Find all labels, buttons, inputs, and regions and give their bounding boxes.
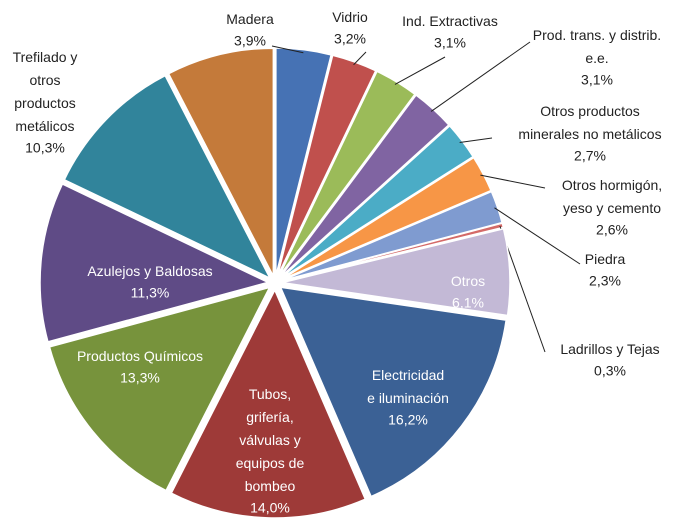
- slice-label: Otros: [451, 273, 485, 289]
- leader-line: [430, 41, 531, 112]
- pie-slice: [280, 156, 492, 281]
- value-label: 3,9%: [234, 33, 266, 49]
- leader-line: [353, 51, 367, 66]
- leader-line: [459, 137, 493, 144]
- pie-slice: [167, 47, 275, 277]
- value-label: 3,1%: [434, 35, 466, 51]
- slice-label: Otros productos minerales no metálicos: [518, 103, 661, 142]
- value-label: 6,1%: [452, 295, 484, 311]
- value-label: 14,0%: [250, 500, 290, 516]
- pie-slice: [276, 54, 377, 277]
- pie-slice: [280, 124, 475, 280]
- slice-label: Prod. trans. y distrib. e.e.: [533, 27, 661, 66]
- slice-label: Tubos, grifería, válvulas y equipos de bombe…: [236, 386, 305, 494]
- slice-label: Ladrillos y Tejas: [560, 341, 659, 357]
- slice-label: Trefilado y otros productos metálicos: [13, 49, 78, 134]
- pie-slice: [281, 222, 505, 283]
- slice-label: Electricidad e iluminación: [367, 367, 449, 406]
- pie-slice: [48, 286, 272, 492]
- value-label: 2,3%: [589, 273, 621, 289]
- leader-line: [271, 45, 304, 54]
- slice-label: Otros hormigón, yeso y cemento: [562, 177, 662, 216]
- value-label: 2,7%: [574, 148, 606, 164]
- value-label: 0,3%: [594, 363, 626, 379]
- value-label: 16,2%: [388, 412, 428, 428]
- leader-line: [494, 207, 581, 265]
- leader-line: [480, 174, 546, 189]
- leader-line: [394, 56, 446, 85]
- pie-slice: [63, 74, 272, 280]
- pie-slice: [39, 182, 271, 343]
- value-label: 11,3%: [131, 285, 170, 301]
- value-label: 3,1%: [581, 72, 613, 88]
- pie-slice: [170, 288, 367, 519]
- pie-slice: [277, 70, 416, 278]
- value-label: 2,6%: [596, 222, 628, 238]
- pie-slice: [279, 94, 450, 279]
- slice-label: Azulejos y Baldosas: [87, 263, 212, 279]
- pie-slice: [281, 227, 511, 317]
- pie-slice: [275, 47, 333, 277]
- slice-label: Madera: [226, 11, 274, 27]
- slice-label: Piedra: [585, 251, 626, 267]
- slice-label: Ind. Extractivas: [402, 13, 498, 29]
- value-label: 13,3%: [120, 370, 160, 386]
- slice-label: Productos Químicos: [77, 348, 203, 364]
- pie-slice: [279, 286, 508, 498]
- value-label: 3,2%: [334, 31, 366, 47]
- slice-label: Vidrio: [332, 9, 368, 25]
- value-label: 10,3%: [25, 140, 65, 156]
